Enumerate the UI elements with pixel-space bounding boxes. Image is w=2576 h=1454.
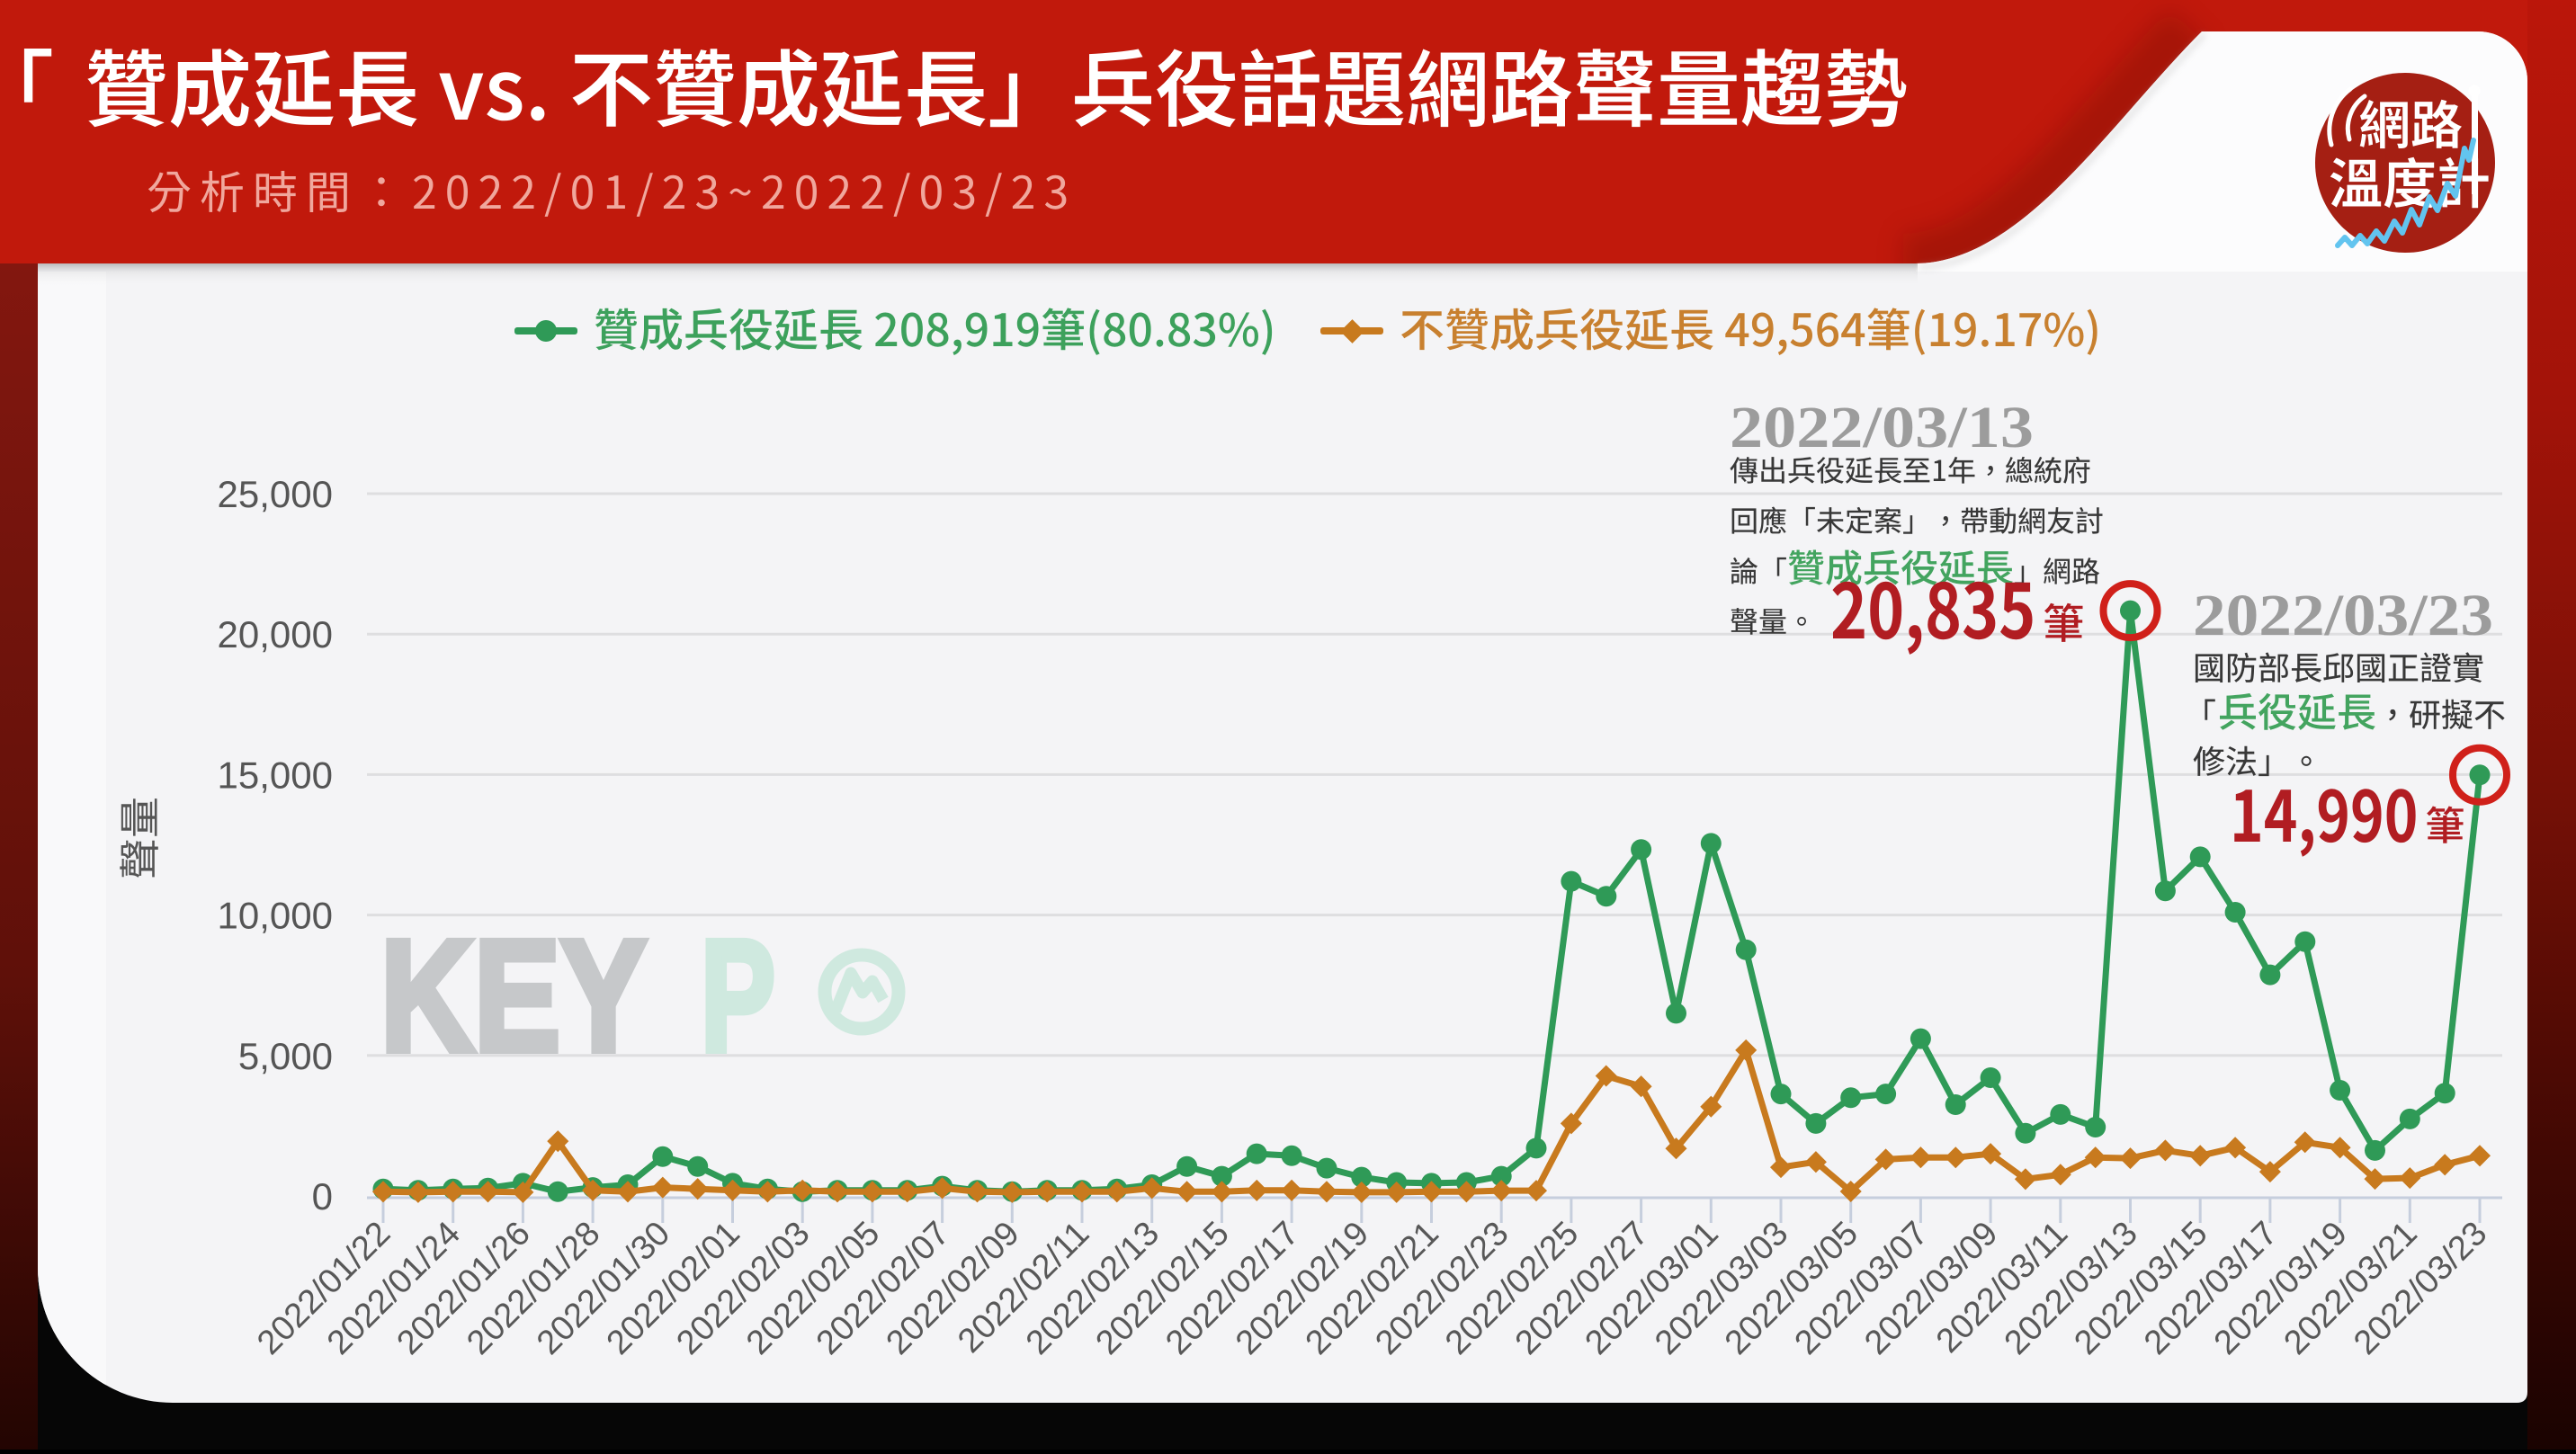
svg-text:15,000: 15,000	[218, 754, 333, 796]
svg-text:2022/03/23: 2022/03/23	[2193, 583, 2493, 648]
svg-text:P: P	[701, 908, 775, 1084]
svg-text:0: 0	[312, 1175, 333, 1218]
svg-text:KEY: KEY	[380, 908, 647, 1084]
svg-text:10,000: 10,000	[218, 895, 333, 937]
svg-text:20,000: 20,000	[218, 613, 333, 656]
svg-text:25,000: 25,000	[218, 473, 333, 515]
svg-text:5,000: 5,000	[238, 1035, 333, 1077]
svg-text:2022/03/13: 2022/03/13	[1730, 395, 2034, 460]
